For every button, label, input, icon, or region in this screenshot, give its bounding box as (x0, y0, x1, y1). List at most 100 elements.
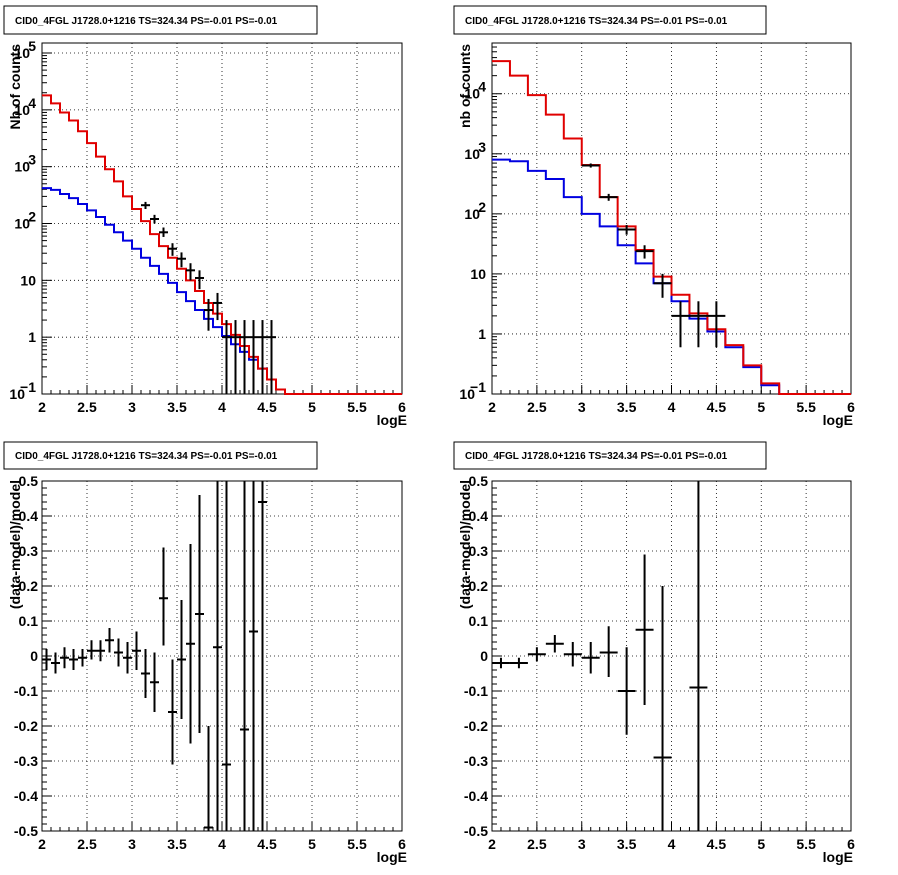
x-tick-label: 5.5 (796, 399, 816, 415)
y-tick-exponent: −1 (470, 379, 486, 395)
y-tick-exponent: 5 (28, 38, 36, 54)
y-tick-label: 10 (14, 102, 30, 118)
y-tick-exponent: 3 (28, 152, 36, 168)
title-box (3, 441, 318, 470)
panel-counts-left: CID0_4FGL J1728.0+1216 TS=324.34 PS=-0.0… (3, 5, 407, 428)
panel-title: CID0_4FGL J1728.0+1216 TS=324.34 PS=-0.0… (15, 451, 278, 462)
y-tick-label: 0.2 (19, 578, 39, 594)
y-tick-exponent: 3 (478, 139, 486, 155)
y-axis-label: (data-model)/model (7, 480, 23, 609)
x-tick-label: 3.5 (617, 836, 637, 852)
plot-frame (491, 480, 852, 832)
panel-title: CID0_4FGL J1728.0+1216 TS=324.34 PS=-0.0… (465, 451, 728, 462)
y-tick-label: -0.4 (14, 788, 38, 804)
y-tick-label: -0.2 (14, 718, 38, 734)
x-tick-label: 2.5 (77, 836, 97, 852)
panel-counts-right: CID0_4FGL J1728.0+1216 TS=324.34 PS=-0.0… (453, 5, 855, 428)
x-tick-label: 5.5 (796, 836, 816, 852)
x-tick-label: 4.5 (257, 836, 277, 852)
y-axis-label: Nb of counts (7, 44, 23, 130)
y-tick-exponent: 2 (478, 199, 486, 215)
x-axis-label: logE (823, 849, 853, 865)
y-tick-label: 0.4 (19, 508, 39, 524)
y-tick-exponent: 4 (28, 95, 36, 111)
panel-title: CID0_4FGL J1728.0+1216 TS=324.34 PS=-0.0… (465, 16, 728, 27)
x-tick-label: 5 (757, 399, 765, 415)
x-tick-label: 3.5 (167, 836, 187, 852)
y-tick-label: 0 (30, 648, 38, 664)
x-tick-label: 6 (398, 836, 406, 852)
y-tick-label: 0.1 (19, 613, 39, 629)
x-axis-label: logE (377, 412, 407, 428)
y-tick-exponent: 2 (28, 209, 36, 225)
y-tick-label: 10 (464, 86, 480, 102)
x-tick-label: 3 (128, 836, 136, 852)
y-tick-label: -0.5 (464, 823, 488, 839)
x-tick-label: 6 (847, 399, 855, 415)
x-tick-label: 2 (488, 836, 496, 852)
y-tick-exponent: −1 (20, 379, 36, 395)
y-axis-label: (data-model)/model (457, 480, 473, 609)
x-tick-label: 5.5 (347, 399, 367, 415)
x-tick-label: 4.5 (257, 399, 277, 415)
y-tick-label: 10 (20, 272, 36, 288)
x-tick-label: 2 (38, 836, 46, 852)
y-tick-exponent: 4 (478, 79, 486, 95)
title-box (3, 5, 318, 35)
x-tick-label: 3 (578, 399, 586, 415)
y-tick-label: -0.3 (14, 753, 38, 769)
y-tick-label: 10 (464, 146, 480, 162)
title-box (453, 5, 767, 35)
x-tick-label: 6 (847, 836, 855, 852)
x-tick-label: 6 (398, 399, 406, 415)
y-tick-label: -0.4 (464, 788, 488, 804)
x-tick-label: 2 (488, 399, 496, 415)
y-tick-label: 1 (28, 329, 36, 345)
x-tick-label: 4.5 (707, 399, 727, 415)
x-tick-label: 3 (578, 836, 586, 852)
model-histogram (492, 60, 851, 395)
y-tick-label: 0.2 (469, 578, 489, 594)
y-tick-label: 0.5 (469, 473, 489, 489)
y-tick-label: 0.4 (469, 508, 489, 524)
x-tick-label: 2.5 (77, 399, 97, 415)
y-tick-label: 10 (464, 206, 480, 222)
x-tick-label: 5 (308, 399, 316, 415)
x-tick-label: 3.5 (617, 399, 637, 415)
x-tick-label: 2.5 (527, 836, 547, 852)
y-tick-label: -0.2 (464, 718, 488, 734)
y-tick-label: -0.3 (464, 753, 488, 769)
y-tick-label: 10 (14, 45, 30, 61)
x-tick-label: 5 (308, 836, 316, 852)
x-tick-label: 4.5 (707, 836, 727, 852)
x-tick-label: 4 (668, 399, 676, 415)
y-tick-label: 10 (14, 216, 30, 232)
y-tick-label: 10 (14, 159, 30, 175)
panel-residuals-right: CID0_4FGL J1728.0+1216 TS=324.34 PS=-0.0… (453, 441, 855, 865)
y-tick-label: -0.1 (14, 683, 38, 699)
y-tick-label: 0.1 (469, 613, 489, 629)
x-tick-label: 3 (128, 399, 136, 415)
x-tick-label: 4 (218, 399, 226, 415)
y-tick-label: -0.1 (464, 683, 488, 699)
y-tick-label: 1 (478, 326, 486, 342)
x-tick-label: 5.5 (347, 836, 367, 852)
y-tick-label: 10 (9, 386, 25, 402)
title-box (453, 441, 767, 470)
x-tick-label: 4 (668, 836, 676, 852)
x-axis-label: logE (823, 412, 853, 428)
y-tick-label: 0.5 (19, 473, 39, 489)
x-tick-label: 2.5 (527, 399, 547, 415)
x-tick-label: 2 (38, 399, 46, 415)
model-histogram (42, 94, 402, 395)
panel-residuals-left: CID0_4FGL J1728.0+1216 TS=324.34 PS=-0.0… (3, 441, 407, 865)
x-tick-label: 4 (218, 836, 226, 852)
y-axis-label: nb of counts (457, 44, 473, 128)
y-tick-label: 0 (480, 648, 488, 664)
y-tick-label: -0.5 (14, 823, 38, 839)
panel-title: CID0_4FGL J1728.0+1216 TS=324.34 PS=-0.0… (15, 16, 278, 27)
x-tick-label: 5 (757, 836, 765, 852)
x-tick-label: 3.5 (167, 399, 187, 415)
x-axis-label: logE (377, 849, 407, 865)
